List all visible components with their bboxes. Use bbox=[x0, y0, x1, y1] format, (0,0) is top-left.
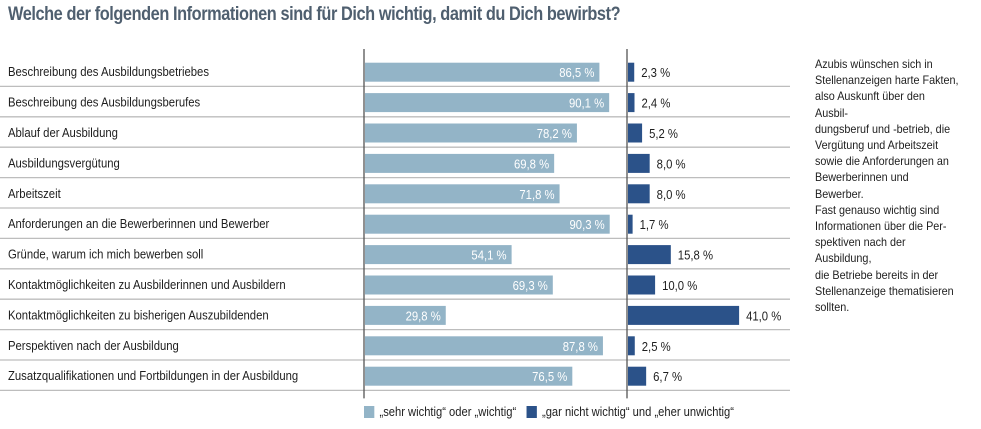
value-label-unimportant: 41,0 % bbox=[746, 309, 781, 324]
bar-important bbox=[365, 214, 610, 234]
legend-item-important: „sehr wichtig“ oder „wichtig“ bbox=[364, 404, 516, 419]
category-label: Ausbildungsvergütung bbox=[8, 156, 120, 171]
category-label: Anforderungen an die Bewerberinnen und B… bbox=[8, 216, 269, 231]
value-label-important: 87,8 % bbox=[563, 339, 598, 354]
chart-title: Welche der folgenden Informationen sind … bbox=[8, 4, 621, 25]
bar-unimportant bbox=[628, 336, 635, 356]
row-separators bbox=[0, 85, 790, 392]
category-label: Arbeitszeit bbox=[8, 186, 61, 201]
series-important-bars: 86,5 % 90,1 % 78,2 % 69,8 % 71,8 % 90,3 % 54,1… bbox=[365, 62, 610, 386]
value-label-unimportant: 2,3 % bbox=[641, 65, 670, 80]
axes bbox=[363, 49, 628, 399]
bar-important bbox=[365, 62, 600, 82]
value-label-important: 71,8 % bbox=[519, 187, 554, 202]
bar-important bbox=[365, 184, 560, 204]
value-label-important: 69,8 % bbox=[514, 157, 549, 172]
value-label-important: 54,1 % bbox=[471, 248, 506, 263]
bar-unimportant bbox=[628, 366, 647, 386]
value-label-unimportant: 8,0 % bbox=[657, 157, 686, 172]
bar-unimportant bbox=[628, 62, 635, 82]
category-labels: Beschreibung des Ausbildungsbetriebes Bes… bbox=[8, 64, 298, 383]
bar-unimportant bbox=[628, 123, 643, 143]
bar-unimportant bbox=[628, 305, 740, 325]
series-unimportant-bars: 2,3 % 2,4 % 5,2 % 8,0 % 8,0 % 1,7 % 15,8 % 10,0… bbox=[628, 62, 781, 386]
category-label: Ablauf der Ausbildung bbox=[8, 125, 118, 140]
legend: „sehr wichtig“ oder „wichtig“ „gar nicht… bbox=[364, 404, 744, 419]
category-label: Kontaktmöglichkeiten zu Ausbilderinnen u… bbox=[8, 277, 286, 292]
value-label-important: 76,5 % bbox=[532, 369, 567, 384]
category-label: Beschreibung des Ausbildungsberufes bbox=[8, 95, 200, 110]
value-label-unimportant: 6,7 % bbox=[653, 369, 682, 384]
category-label: Gründe, warum ich mich bewerben soll bbox=[8, 247, 203, 262]
bar-unimportant bbox=[628, 153, 650, 173]
legend-swatch-unimportant bbox=[526, 405, 537, 418]
value-label-unimportant: 5,2 % bbox=[649, 126, 678, 141]
value-label-important: 78,2 % bbox=[537, 126, 572, 141]
bar-important bbox=[365, 153, 555, 173]
value-label-unimportant: 8,0 % bbox=[657, 187, 686, 202]
value-label-unimportant: 10,0 % bbox=[662, 278, 697, 293]
annotation-text: Azubis wünschen sich in Stellenanzeigen … bbox=[815, 57, 959, 315]
value-label-unimportant: 2,4 % bbox=[642, 96, 671, 111]
bar-unimportant bbox=[628, 93, 635, 113]
bar-important bbox=[365, 366, 573, 386]
legend-item-unimportant: „gar nicht wichtig“ und „eher unwichtig“ bbox=[526, 404, 734, 419]
bar-unimportant bbox=[628, 275, 656, 295]
bar-important bbox=[365, 93, 610, 113]
bar-important bbox=[365, 123, 577, 143]
legend-swatch-important bbox=[364, 405, 375, 418]
category-label: Perspektiven nach der Ausbildung bbox=[8, 338, 179, 353]
bar-important bbox=[365, 336, 603, 356]
value-label-important: 29,8 % bbox=[406, 309, 441, 324]
value-label-important: 90,3 % bbox=[570, 217, 605, 232]
value-label-unimportant: 2,5 % bbox=[642, 339, 671, 354]
value-label-unimportant: 15,8 % bbox=[678, 248, 713, 263]
value-label-important: 86,5 % bbox=[559, 65, 594, 80]
bar-unimportant bbox=[628, 184, 650, 204]
bar-important bbox=[365, 245, 512, 265]
legend-label-unimportant: „gar nicht wichtig“ und „eher unwichtig“ bbox=[541, 404, 734, 419]
category-label: Zusatzqualifikationen und Fortbildungen … bbox=[8, 368, 298, 383]
value-label-important: 90,1 % bbox=[569, 96, 604, 111]
bar-important bbox=[365, 305, 446, 325]
bar-unimportant bbox=[628, 245, 671, 265]
value-label-unimportant: 1,7 % bbox=[640, 217, 669, 232]
legend-label-important: „sehr wichtig“ oder „wichtig“ bbox=[379, 404, 517, 419]
category-label: Beschreibung des Ausbildungsbetriebes bbox=[8, 64, 209, 79]
value-label-important: 69,3 % bbox=[513, 278, 548, 293]
bar-important bbox=[365, 275, 553, 295]
bar-unimportant bbox=[628, 214, 633, 234]
category-label: Kontaktmöglichkeiten zu bisherigen Auszu… bbox=[8, 308, 269, 323]
